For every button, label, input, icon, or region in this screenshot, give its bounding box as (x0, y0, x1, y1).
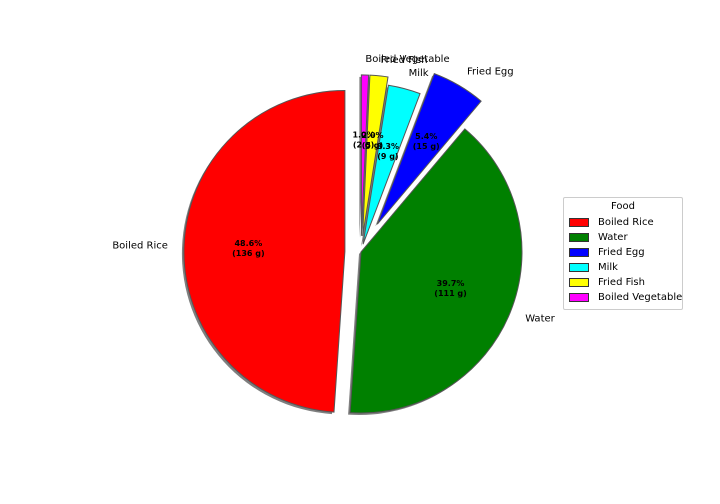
legend-entry-fried-egg: Fried Egg (569, 245, 677, 260)
slice-label-water: Water (525, 313, 555, 324)
pct-label-fried-egg: 5.4% (15 g) (413, 132, 440, 151)
legend-entry-fried-fish: Fried Fish (569, 275, 677, 290)
wedge-boiled-rice (183, 89, 346, 413)
legend-label: Fried Egg (598, 247, 645, 258)
wedge-milk (362, 84, 421, 245)
legend-label: Boiled Vegetable (598, 292, 683, 303)
legend-swatch (569, 218, 589, 227)
legend-label: Water (598, 232, 628, 243)
slice-label-boiled-vegetable: Boiled Vegetable (365, 54, 449, 65)
legend-swatch (569, 278, 589, 287)
legend-entry-boiled-vegetable: Boiled Vegetable (569, 290, 682, 305)
pct-label-boiled-rice: 48.6% (136 g) (232, 239, 265, 258)
slice-label-fried-fish: Fried Fish (381, 55, 428, 66)
pct-label-milk: 3.3% (9 g) (377, 142, 399, 161)
legend-swatch (569, 293, 589, 302)
pct-label-boiled-vegetable: 1.0% (2 g) (352, 130, 374, 149)
legend-swatch (569, 263, 589, 272)
wedge-fried-egg (376, 73, 482, 225)
slice-label-milk: Milk (409, 68, 429, 79)
legend-label: Milk (598, 262, 618, 273)
legend-entry-boiled-rice: Boiled Rice (569, 215, 677, 230)
wedge-water (349, 128, 523, 414)
legend: Food Boiled Rice Water Fried Egg Milk Fried … (563, 197, 683, 310)
pct-label-fried-fish: 2.0% (5 g) (361, 131, 383, 150)
legend-entry-water: Water (569, 230, 677, 245)
legend-swatch (569, 248, 589, 257)
slice-label-fried-egg: Fried Egg (467, 67, 514, 78)
pct-label-water: 39.7% (111 g) (434, 279, 467, 298)
legend-label: Fried Fish (598, 277, 645, 288)
legend-swatch (569, 233, 589, 242)
legend-entry-milk: Milk (569, 260, 677, 275)
wedge-boiled-vegetable (360, 74, 370, 236)
legend-label: Boiled Rice (598, 217, 654, 228)
wedge-fried-fish (362, 74, 389, 237)
slice-label-boiled-rice: Boiled Rice (112, 240, 168, 251)
legend-title: Food (611, 201, 635, 212)
